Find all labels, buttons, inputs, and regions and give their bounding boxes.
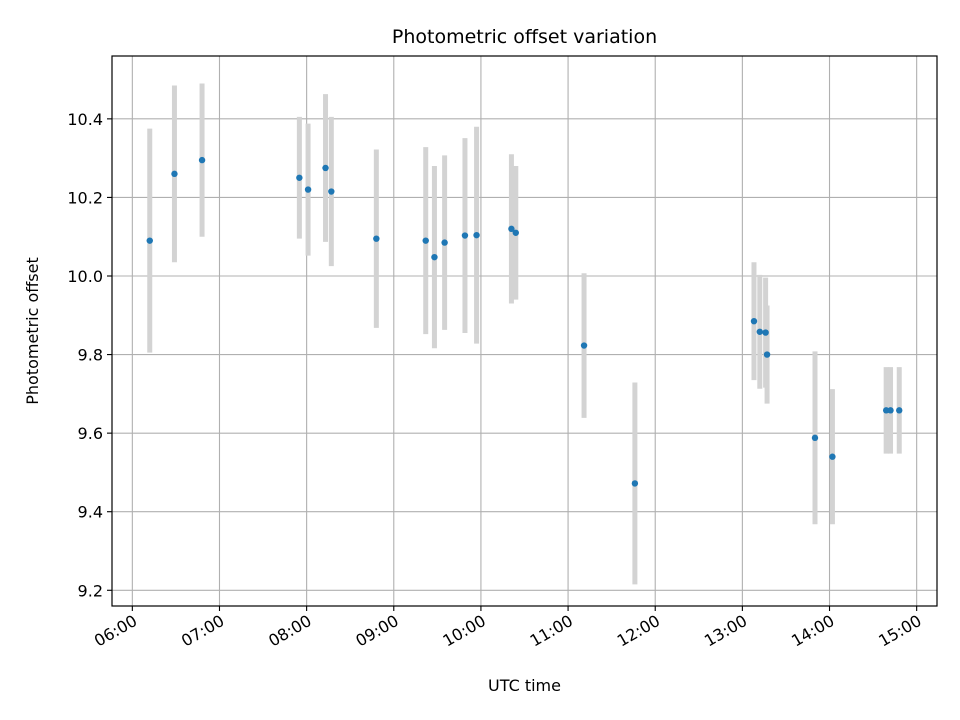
chart-title: Photometric offset variation: [392, 26, 657, 48]
data-point: [441, 239, 448, 246]
y-tick-label: 9.6: [78, 424, 103, 443]
y-tick-label: 10.2: [67, 188, 103, 207]
data-point: [580, 342, 588, 349]
data-point: [756, 328, 763, 335]
y-tick-label: 9.4: [78, 503, 103, 522]
data-points: [146, 156, 903, 487]
y-axis-label: Photometric offset: [23, 257, 42, 405]
data-point: [146, 237, 153, 244]
plot-area-frame: [111, 55, 938, 607]
y-tick-label: 9.2: [78, 581, 103, 600]
data-point: [373, 235, 380, 242]
y-axis-ticks: 9.2 9.4 9.6 9.8 10.0 10.2 10.4: [67, 110, 112, 600]
y-tick-label: 9.8: [78, 346, 103, 365]
data-point: [431, 253, 438, 261]
y-tick-label: 10.4: [67, 110, 103, 129]
data-point: [887, 407, 894, 414]
data-point: [763, 351, 771, 358]
data-point: [328, 188, 335, 195]
data-point: [473, 231, 480, 239]
data-point: [296, 174, 303, 181]
data-point: [750, 317, 758, 325]
data-point: [762, 329, 769, 336]
data-point: [198, 156, 206, 164]
data-point: [304, 186, 312, 193]
y-tick-label: 10.0: [67, 267, 103, 286]
data-point: [631, 480, 639, 487]
x-axis-label: UTC time: [488, 676, 561, 695]
data-point: [512, 229, 519, 236]
data-point: [896, 407, 903, 414]
data-point: [422, 237, 429, 244]
data-point: [461, 232, 469, 239]
data-point: [811, 434, 819, 442]
data-point: [508, 225, 515, 233]
data-point: [829, 453, 836, 460]
data-point: [322, 164, 329, 172]
data-point: [171, 170, 178, 178]
